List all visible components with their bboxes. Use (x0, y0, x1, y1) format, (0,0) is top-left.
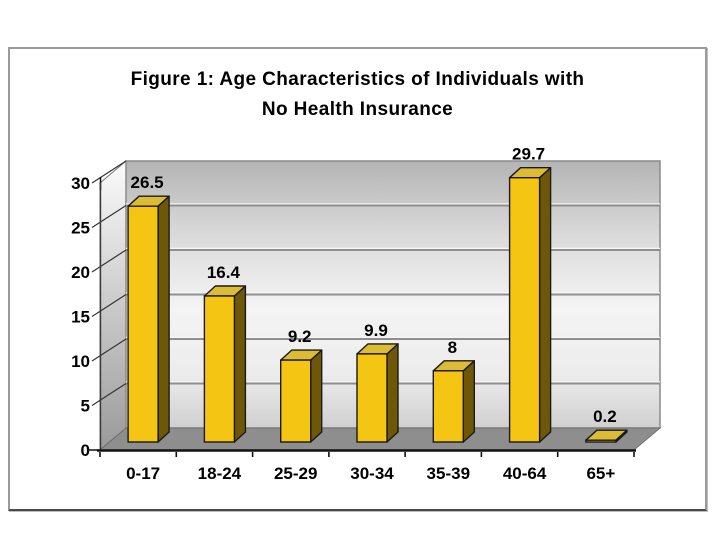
bar-front-face (203, 295, 236, 443)
chart-side-wall (99, 159, 127, 452)
bar (585, 429, 628, 443)
x-axis-tick-label: 0-17 (126, 464, 160, 483)
y-axis-tick-label: 25 (71, 219, 90, 238)
bar (432, 360, 475, 443)
x-axis-tick-label: 18-24 (198, 464, 242, 483)
bar-front-face (127, 205, 159, 443)
bar-front-face (585, 439, 617, 443)
x-axis-tick-label: 65+ (586, 464, 615, 483)
bar (356, 343, 399, 443)
bar (508, 166, 552, 443)
x-axis-tick-label: 35-39 (427, 464, 470, 483)
x-axis-tick-label: 40-64 (503, 464, 547, 483)
bar-data-label: 9.9 (364, 321, 388, 340)
bar-side-face (538, 166, 552, 443)
bar-data-label: 16.4 (207, 263, 241, 282)
bar-data-label: 9.2 (288, 327, 312, 346)
bar-side-face (386, 343, 399, 443)
bar (127, 195, 170, 443)
bar-data-label: 29.7 (512, 145, 545, 164)
y-tick-line (91, 382, 127, 407)
bar-side-face (462, 360, 475, 443)
bar-front-face (432, 370, 464, 443)
y-axis-tick-label: 15 (71, 308, 90, 327)
bar-front-face (508, 176, 541, 443)
bar-side-face (157, 195, 170, 443)
y-axis-group: 0 5 10 15 20 25 30 (71, 160, 127, 460)
y-axis-tick-label: 10 (71, 352, 90, 371)
bar-data-label: 0.2 (593, 407, 617, 426)
chart-title: Figure 1: Age Characteristics of Individ… (10, 65, 705, 125)
y-tick-line (91, 249, 127, 273)
y-tick-line (91, 338, 127, 362)
y-axis-tick-label: 5 (81, 397, 90, 416)
bar-front-face (280, 359, 312, 443)
bar-side-face (310, 349, 323, 443)
chart-title-line1: Figure 1: Age Characteristics of Individ… (130, 69, 585, 90)
bar-data-label: 8 (448, 338, 457, 357)
y-tick-line (91, 293, 127, 318)
y-tick-line (91, 160, 127, 184)
bar-data-label: 26.5 (131, 173, 164, 192)
bar-side-face (233, 285, 247, 443)
chart-title-line2: No Health Insurance (261, 99, 454, 120)
bar-front-face (356, 353, 388, 443)
y-tick-line (91, 204, 127, 229)
y-axis-tick-label: 0 (81, 441, 90, 460)
data-labels-group: 26.5 16.4 9.2 9.9 8 29.7 0.2 (131, 145, 617, 427)
y-axis-tick-label: 30 (71, 174, 90, 193)
bars-group (127, 166, 628, 443)
x-axis-tick-label: 25-29 (274, 464, 317, 483)
gridlines-group (126, 203, 660, 385)
bar (280, 349, 323, 443)
x-axis-group: 0-17 18-24 25-29 30-34 35-39 40-64 65+ (97, 449, 636, 483)
bar (203, 285, 247, 443)
y-axis-tick-label: 20 (71, 263, 90, 282)
x-axis-tick-label: 30-34 (350, 464, 394, 483)
